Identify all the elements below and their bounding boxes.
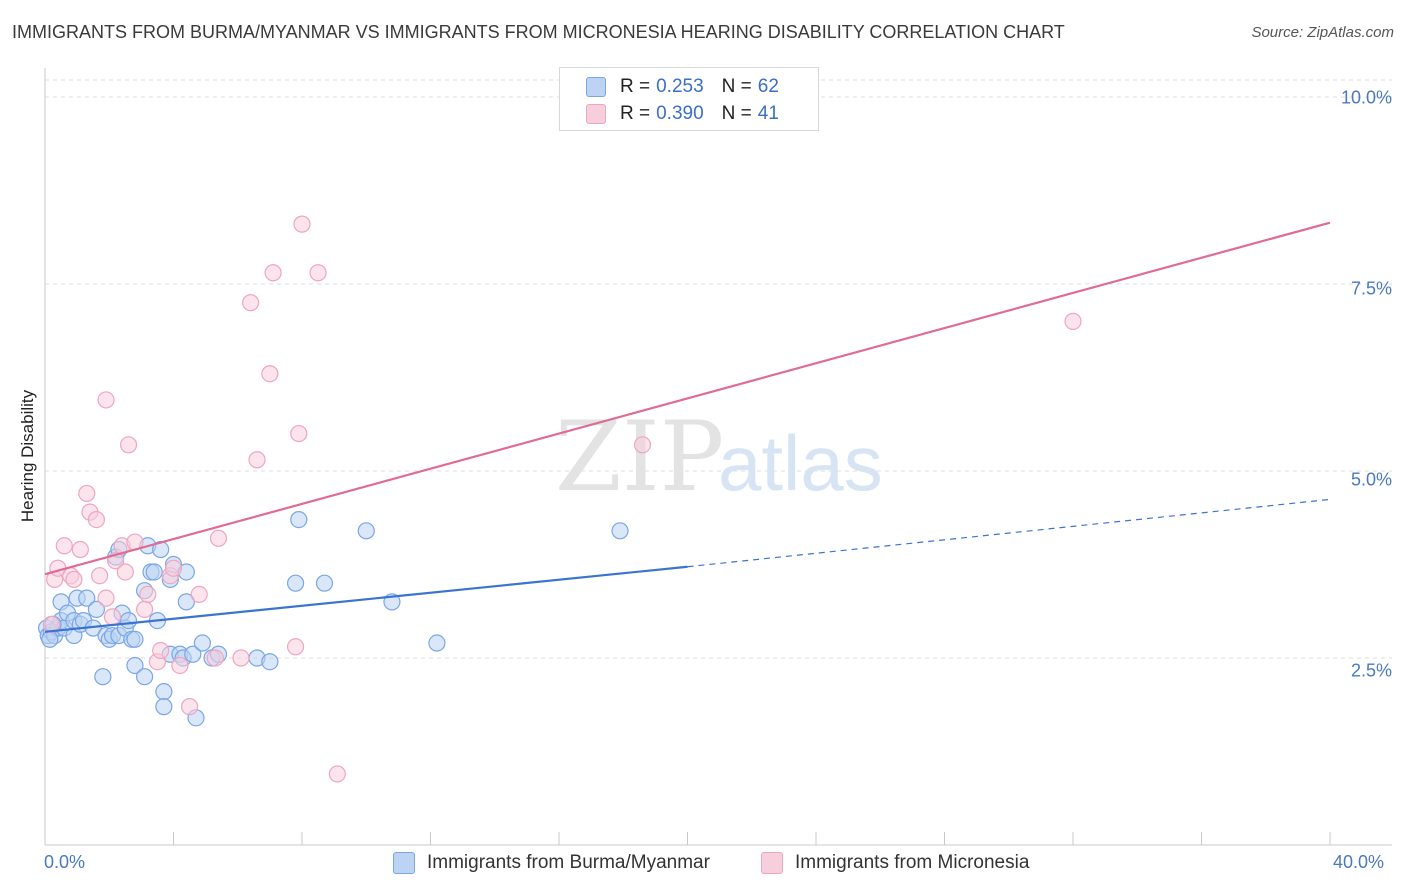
micronesia-point — [209, 529, 228, 547]
burma-point — [261, 653, 279, 671]
legend-n-label: N = — [721, 76, 752, 97]
burma-point — [126, 630, 144, 648]
micronesia-point — [91, 567, 109, 585]
burma-point — [94, 668, 112, 686]
bottom-legend-burma: Immigrants from Burma/Myanmar — [393, 852, 710, 874]
bottom-legend-label-micronesia: Immigrants from Micronesia — [795, 852, 1030, 873]
micronesia-point — [164, 559, 183, 577]
micronesia-point — [286, 638, 305, 656]
micronesia-point — [152, 641, 170, 660]
micronesia-point — [264, 264, 282, 282]
burma-point — [357, 522, 375, 540]
micronesia-point — [1064, 312, 1082, 330]
burma-point — [78, 589, 96, 607]
y-tick-label: 10.0% — [1340, 87, 1392, 108]
micronesia-point — [71, 540, 89, 559]
legend-n-value: 62 — [757, 76, 779, 97]
bottom-legend-label-burma: Immigrants from Burma/Myanmar — [427, 852, 710, 873]
legend-row-micronesia: R = 0.390 N = 41 — [586, 102, 779, 126]
legend-swatch-micronesia — [586, 104, 606, 124]
micronesia-point — [248, 451, 266, 469]
burma-point — [290, 511, 308, 529]
burma-point — [184, 645, 202, 663]
micronesia-point — [97, 589, 115, 607]
micronesia-point — [293, 215, 311, 233]
legend-box: R = 0.253 N = 62 R = 0.390 N = 41 — [559, 67, 819, 131]
chart-title: IMMIGRANTS FROM BURMA/MYANMAR VS IMMIGRA… — [12, 22, 1065, 42]
micronesia-point — [135, 600, 154, 618]
burma-point — [286, 574, 305, 592]
micronesia-point — [190, 585, 208, 604]
x-tick-label: 0.0% — [44, 852, 86, 872]
burma-trend-line — [44, 565, 688, 633]
burma-point — [135, 668, 154, 686]
micronesia-point — [309, 264, 327, 282]
burma-point — [193, 634, 212, 652]
burma-point — [611, 522, 629, 540]
legend-r-label: R = — [620, 103, 651, 124]
micronesia-point — [78, 484, 96, 503]
bottom-legend-micronesia: Immigrants from Micronesia — [761, 852, 1029, 874]
y-tick-label: 2.5% — [1350, 660, 1392, 681]
micronesia-point — [290, 424, 308, 443]
legend-n-label: N = — [721, 103, 752, 124]
micronesia-point — [171, 656, 189, 675]
micronesia-point — [242, 294, 260, 312]
micronesia-point — [97, 391, 115, 409]
burma-point — [126, 656, 144, 675]
legend-row-burma: R = 0.253 N = 62 — [586, 75, 779, 99]
source-label: Source: ZipAtlas.com — [1251, 24, 1394, 41]
legend-n-value: 41 — [757, 103, 779, 124]
burma-trend-extension — [687, 498, 1331, 568]
bottom-legend-swatch-burma — [393, 852, 415, 874]
micronesia-point — [633, 436, 652, 454]
legend-swatch-burma — [586, 77, 606, 97]
micronesia-point — [180, 698, 199, 716]
watermark-zip: ZIP — [555, 401, 724, 513]
x-tick-label: 40.0% — [1333, 852, 1385, 872]
legend-r-label: R = — [620, 76, 651, 97]
burma-point — [119, 611, 138, 630]
burma-point — [145, 563, 163, 581]
micronesia-point — [206, 649, 224, 667]
bottom-legend-swatch-micronesia — [761, 852, 783, 874]
y-tick-label: 7.5% — [1350, 278, 1392, 299]
burma-point — [41, 630, 59, 648]
burma-point — [428, 634, 446, 652]
y-tick-label: 5.0% — [1350, 469, 1392, 490]
burma-point — [155, 698, 173, 716]
micronesia-point — [87, 511, 106, 529]
legend-r-value: 0.253 — [656, 76, 704, 97]
watermark-atlas: atlas — [718, 419, 883, 507]
micronesia-point — [116, 563, 134, 581]
micronesia-point — [119, 436, 138, 454]
micronesia-point — [139, 585, 157, 604]
micronesia-point — [42, 615, 61, 633]
micronesia-point — [328, 765, 346, 783]
micronesia-point — [55, 537, 73, 555]
micronesia-point — [261, 365, 279, 383]
burma-point — [155, 683, 173, 701]
burma-point — [87, 600, 106, 618]
burma-point — [315, 574, 334, 592]
micronesia-point — [103, 608, 122, 626]
micronesia-point — [232, 649, 250, 667]
micronesia-trend-line — [44, 221, 1331, 576]
legend-r-value: 0.390 — [656, 103, 704, 124]
burma-point — [177, 593, 195, 611]
micronesia-point — [65, 570, 83, 589]
